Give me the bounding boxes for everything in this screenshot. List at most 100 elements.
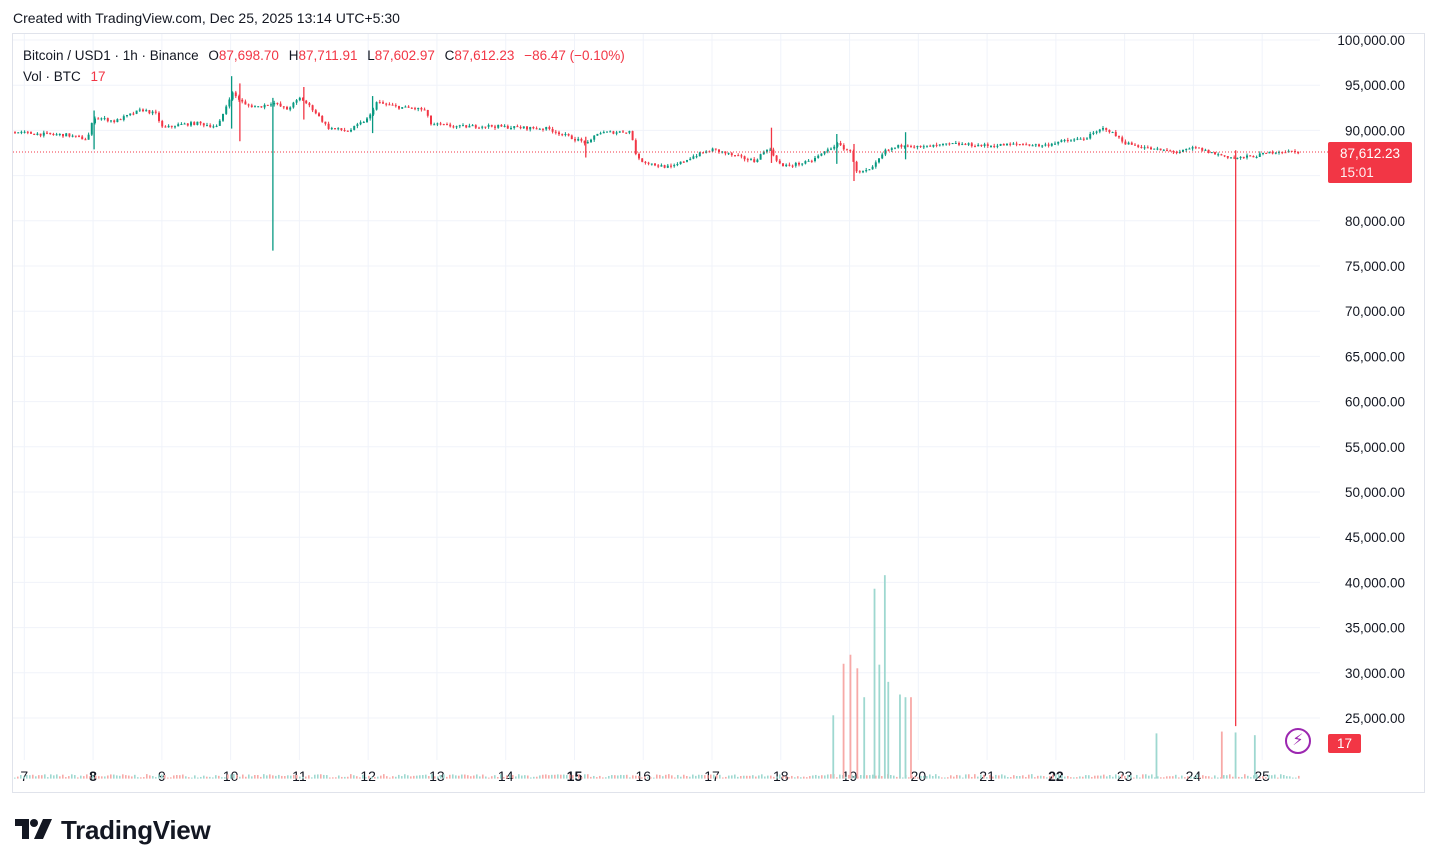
candle-body [814, 157, 816, 161]
volume-bar [749, 775, 751, 779]
volume-label[interactable]: Vol · BTC [23, 69, 81, 84]
volume-bar [803, 776, 805, 779]
candle-body [919, 145, 922, 147]
candle-body [810, 160, 813, 162]
candle-body [279, 103, 282, 107]
volume-bar [290, 775, 292, 779]
volume-bar [191, 777, 193, 779]
volume-bar [134, 774, 136, 779]
volume-bar [461, 774, 463, 779]
volume-bar [815, 774, 817, 779]
volume-bar [1091, 776, 1093, 779]
candle-body [238, 96, 240, 100]
volume-bar [986, 777, 988, 779]
candle-body [436, 123, 439, 125]
volume-bar [1031, 774, 1033, 779]
volume-bar [476, 774, 478, 779]
volume-bar [1238, 776, 1240, 779]
candle-body [1121, 137, 1124, 142]
volume-bar [389, 777, 391, 779]
candle-body [1236, 157, 1239, 159]
volume-bar [869, 775, 871, 779]
candle-body [935, 144, 938, 146]
volume-bar [914, 776, 916, 779]
volume-bar [1265, 777, 1267, 779]
candle-body [634, 140, 637, 155]
candle-body [426, 110, 429, 116]
candle-body [289, 107, 292, 110]
volume-bar [1106, 776, 1108, 779]
volume-bar [440, 775, 442, 779]
candle-body [826, 149, 829, 152]
volume-bar [1043, 776, 1045, 779]
candle-body [1086, 138, 1088, 140]
volume-bar [1184, 777, 1186, 779]
volume-bar [125, 775, 127, 779]
volume-bar [1094, 775, 1096, 779]
candle-body [1290, 150, 1293, 152]
candle-body [404, 106, 407, 108]
volume-bar [170, 777, 172, 779]
volume-bar [251, 776, 253, 779]
last-price-badge: 87,612.23 15:01 [1328, 142, 1412, 183]
volume-bar [44, 774, 46, 779]
candle-body [490, 125, 493, 127]
candle-body [1118, 136, 1120, 138]
volume-bar [692, 774, 694, 779]
candle-body [62, 133, 64, 137]
high-value: 87,711.91 [298, 48, 358, 63]
volume-bar [482, 774, 484, 779]
volume-bar [371, 776, 373, 779]
volume-bar [998, 775, 1000, 779]
candle-body [414, 108, 416, 110]
volume-bar [1247, 775, 1249, 779]
candle-body [938, 144, 941, 146]
volume-bar [449, 774, 451, 779]
candle-body [551, 128, 554, 132]
candle-body [225, 106, 228, 114]
volume-bar [1250, 777, 1252, 779]
volume-bar [1097, 775, 1099, 779]
chart-frame[interactable] [12, 33, 1425, 793]
candle-body [177, 124, 180, 127]
volume-bar [776, 776, 778, 779]
candle-body [583, 140, 586, 144]
candle-body [474, 125, 477, 128]
candle-body [292, 102, 295, 108]
tradingview-brand[interactable]: TradingView [15, 815, 211, 846]
candle-body [522, 126, 525, 129]
volume-bar-spike [1253, 735, 1256, 779]
volume-bar [413, 775, 415, 779]
volume-bar [968, 774, 970, 779]
candle-body [122, 116, 125, 120]
volume-bar [1103, 774, 1105, 779]
candle-body [1255, 156, 1258, 158]
candle-body [772, 149, 775, 156]
candle-body [554, 131, 557, 133]
candle-body [890, 148, 893, 150]
candle-body [996, 145, 999, 147]
candle-body [654, 163, 656, 166]
volume-bar [698, 774, 700, 779]
volume-bar [656, 774, 658, 779]
volume-bar [401, 776, 403, 779]
volume-bar [1052, 774, 1054, 779]
volume-bar [674, 777, 676, 779]
volume-bar [1256, 774, 1258, 779]
candle-body [471, 125, 474, 127]
volume-bar [890, 774, 892, 779]
volume-bars [14, 575, 1300, 779]
lightning-icon[interactable]: ⚡ [1285, 728, 1311, 754]
candle-body [318, 113, 320, 117]
volume-bar [1133, 777, 1135, 779]
symbol-label[interactable]: Bitcoin / USD1 · 1h · Binance [23, 48, 199, 63]
volume-bar [377, 776, 379, 779]
volume-bar [1130, 775, 1132, 779]
volume-bar [185, 776, 187, 779]
candle-body [260, 106, 263, 108]
candle-body [842, 145, 845, 150]
x-tick-label: 15 [567, 768, 583, 784]
y-tick-label: 40,000.00 [1345, 575, 1405, 590]
volume-bar [104, 776, 106, 779]
